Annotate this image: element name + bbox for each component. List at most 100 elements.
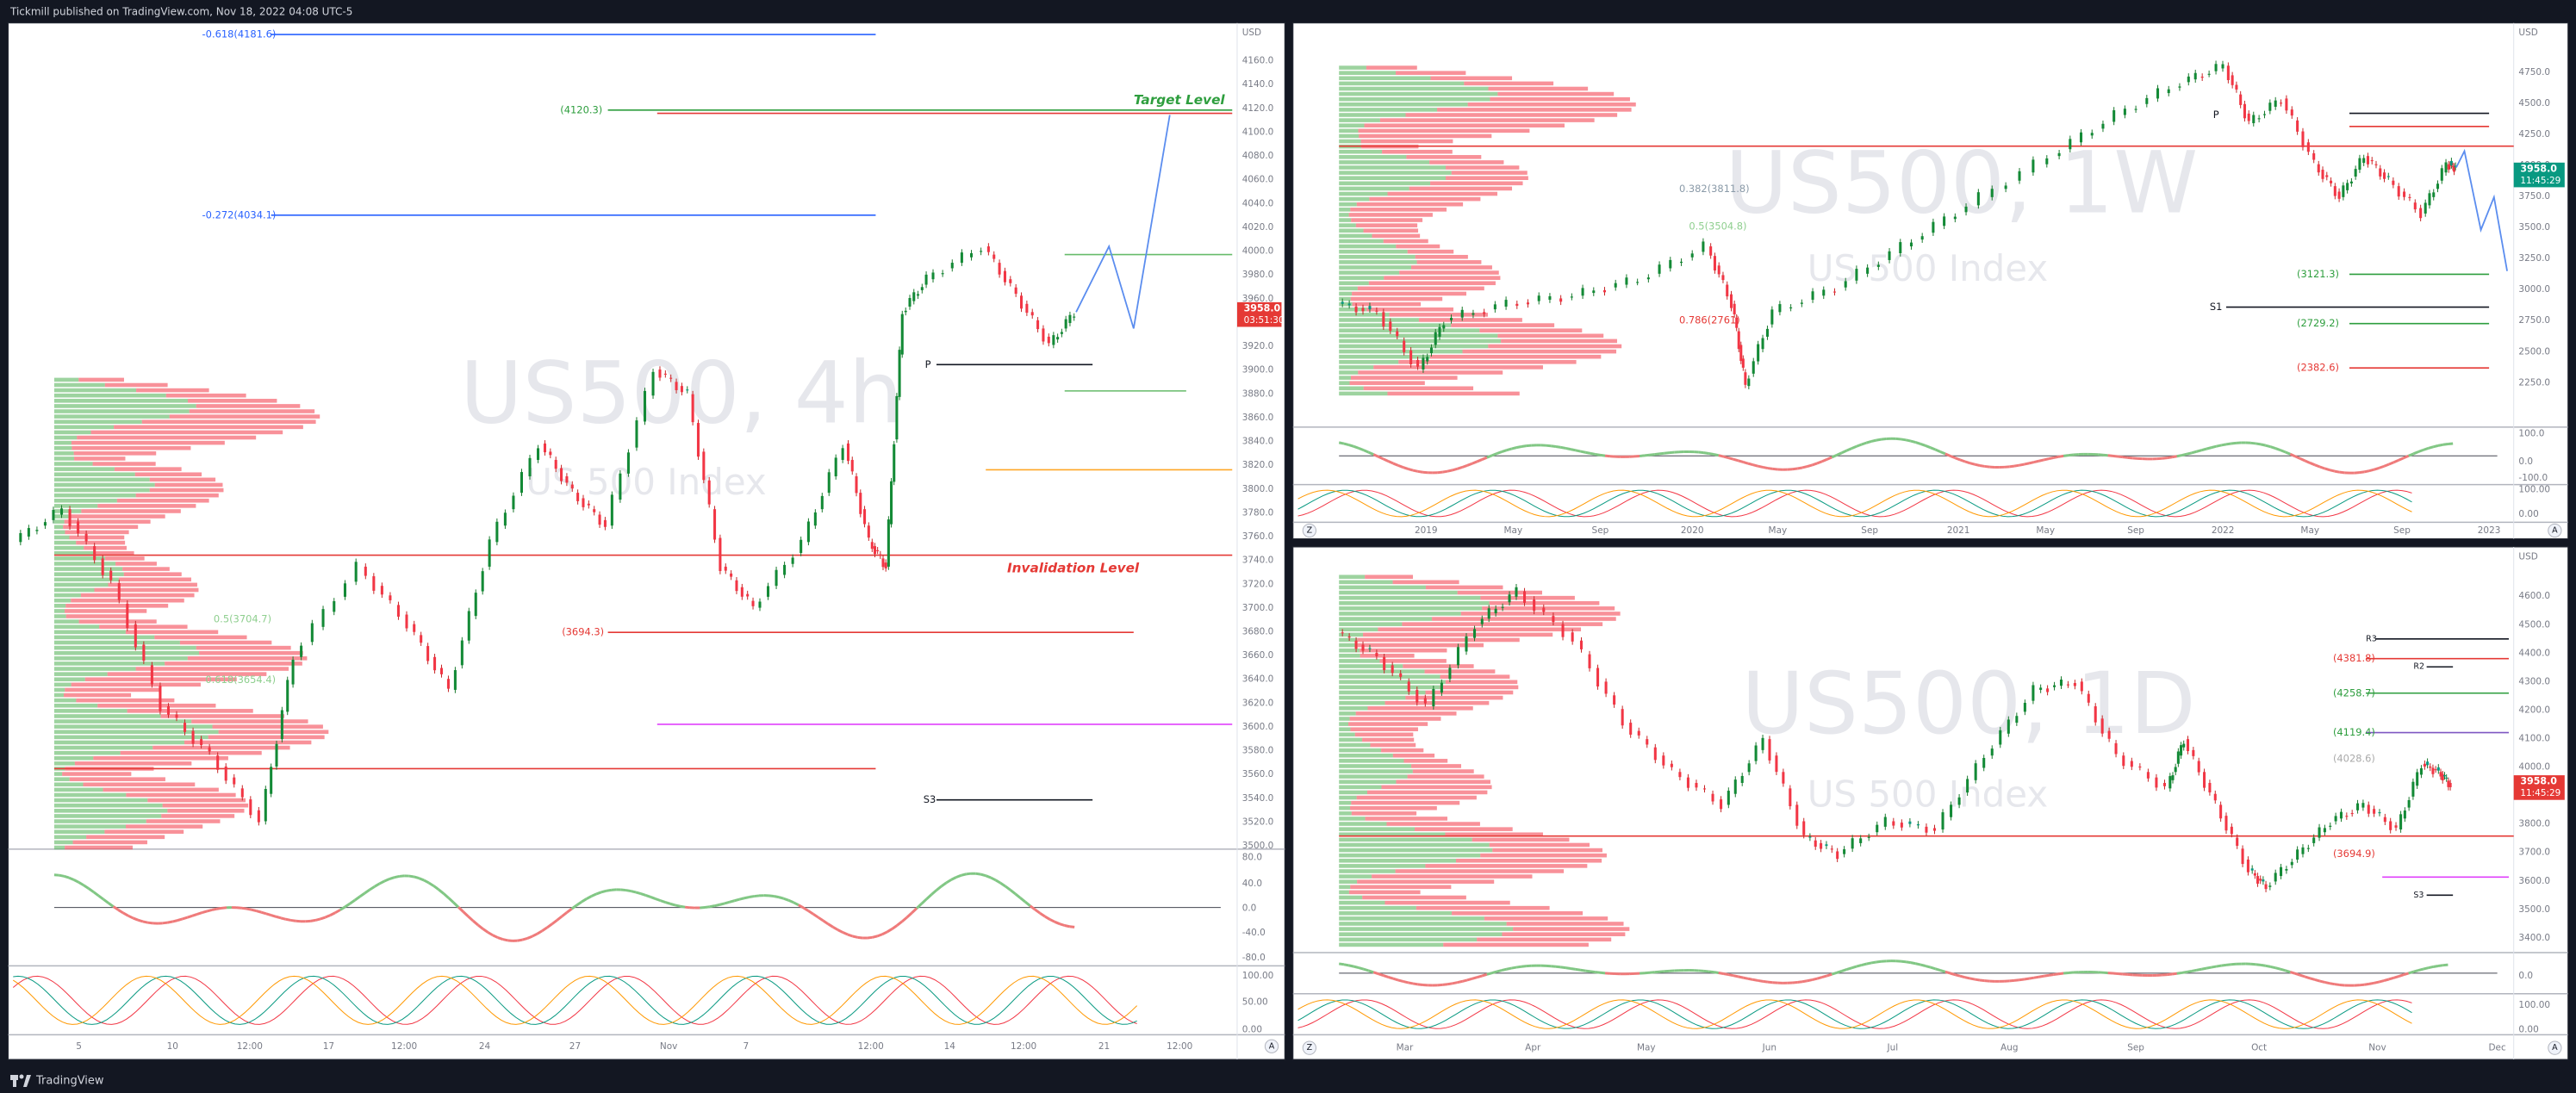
volume-profile-bar xyxy=(80,593,195,598)
volume-profile-bar xyxy=(1339,627,1378,632)
volume-profile-bar xyxy=(1357,637,1520,643)
volume-profile-bar xyxy=(1415,254,1468,259)
osc-line xyxy=(905,911,913,919)
volume-profile-bar xyxy=(65,530,129,535)
candle-body xyxy=(610,494,613,526)
scale-button-label[interactable]: A xyxy=(1269,1041,1275,1051)
osc-line xyxy=(1915,962,1921,966)
osc-line xyxy=(1738,459,1744,463)
osc-line xyxy=(358,891,366,898)
scale-button[interactable] xyxy=(1302,1040,1317,1055)
osc-line xyxy=(709,904,715,909)
candle-body xyxy=(1448,668,1452,680)
candle-body xyxy=(1990,748,1994,756)
candle-body xyxy=(2329,825,2332,827)
osc-line xyxy=(896,920,903,927)
osc-line xyxy=(482,928,489,934)
volume-profile-bar xyxy=(212,724,323,729)
osc-line xyxy=(2324,467,2330,472)
volume-profile-bar xyxy=(1409,186,1513,191)
scale-button-label[interactable]: Z xyxy=(1307,525,1313,535)
candle-body xyxy=(1383,656,1386,671)
osc-line xyxy=(1944,452,1951,457)
osc-line xyxy=(1767,980,1773,984)
price-axis-label: 3250.0 xyxy=(2518,253,2550,264)
volume-profile-bar xyxy=(1395,869,1565,873)
candle-body xyxy=(1761,338,1764,350)
volume-profile-bar xyxy=(1339,265,1412,270)
osc-line xyxy=(1816,976,1823,980)
osc-line xyxy=(1654,452,1660,456)
osc-line xyxy=(1039,911,1046,918)
osc-line xyxy=(1845,447,1852,452)
osc-line xyxy=(1551,444,1557,448)
scale-button-label[interactable]: A xyxy=(2552,1043,2558,1053)
candle-body xyxy=(543,443,547,453)
osc-line xyxy=(2412,450,2419,456)
osc-line xyxy=(2225,963,2231,966)
osc-line xyxy=(561,911,568,918)
volume-profile-bar xyxy=(146,819,221,823)
osc-line xyxy=(1353,965,1360,970)
volume-profile-bar xyxy=(1430,181,1523,186)
candle-body xyxy=(1382,312,1385,327)
osc-line xyxy=(2403,454,2410,460)
scale-button[interactable] xyxy=(1264,1039,1279,1053)
volume-profile-bar xyxy=(1451,323,1555,327)
candle-body xyxy=(846,443,850,462)
osc-line xyxy=(408,874,414,879)
osc-line xyxy=(1910,439,1916,444)
candle-body xyxy=(1036,320,1040,330)
logo-part xyxy=(13,1075,16,1087)
price-tag-value: 3958.0 xyxy=(1244,303,1281,314)
osc-line xyxy=(399,874,405,878)
volume-profile-bar xyxy=(1480,595,1575,600)
volume-profile-bar xyxy=(120,750,262,755)
volume-profile-bar xyxy=(1407,774,1484,779)
scale-button-label[interactable]: Z xyxy=(1307,1043,1313,1053)
chart-annotation: (4120.3) xyxy=(560,103,602,115)
volume-profile-bar xyxy=(1429,160,1504,165)
osc-line xyxy=(822,919,829,925)
candle-body xyxy=(1429,347,1433,354)
osc-line xyxy=(891,924,899,930)
osc-line xyxy=(872,935,878,939)
osc-line xyxy=(2176,971,2182,975)
candle-body xyxy=(2453,166,2456,172)
volume-profile-bar xyxy=(65,604,169,608)
osc-line xyxy=(221,906,227,910)
candle-body xyxy=(1389,321,1392,331)
tradingview-logo xyxy=(10,1074,31,1087)
scale-button[interactable] xyxy=(2548,1040,2562,1055)
volume-profile-bar xyxy=(1339,817,1366,821)
price-axis-label: 4250.0 xyxy=(2518,129,2550,140)
volume-profile-bar xyxy=(1339,81,1465,86)
osc-line xyxy=(945,879,952,885)
osc-line xyxy=(2206,446,2212,450)
osc-line xyxy=(955,873,962,879)
volume-profile-bar xyxy=(97,703,216,708)
stoch-line xyxy=(13,975,1137,1025)
osc-line xyxy=(2398,973,2405,978)
volume-profile-bar xyxy=(1339,102,1468,107)
time-axis-label: Sep xyxy=(2127,525,2144,536)
chart-annotation: -0.272(4034.1) xyxy=(202,208,277,220)
candle-body xyxy=(1523,591,1527,603)
osc-line xyxy=(122,911,129,917)
osc-line xyxy=(714,903,720,908)
osc-line xyxy=(570,904,578,910)
scale-button[interactable] xyxy=(1302,523,1317,538)
candle-body xyxy=(1678,772,1682,778)
scale-button-label[interactable]: A xyxy=(2552,525,2558,535)
candle-body xyxy=(2203,772,2206,788)
osc-line xyxy=(1836,451,1843,456)
volume-profile-bar xyxy=(1488,86,1589,91)
osc-line xyxy=(857,935,863,940)
candle-body xyxy=(2235,84,2238,90)
osc-axis-label: -100.0 xyxy=(2518,473,2548,483)
volume-profile-bar xyxy=(1339,286,1358,291)
volume-profile-bar xyxy=(118,577,191,582)
scale-button[interactable] xyxy=(2548,523,2562,538)
volume-profile-bar xyxy=(1430,76,1513,81)
